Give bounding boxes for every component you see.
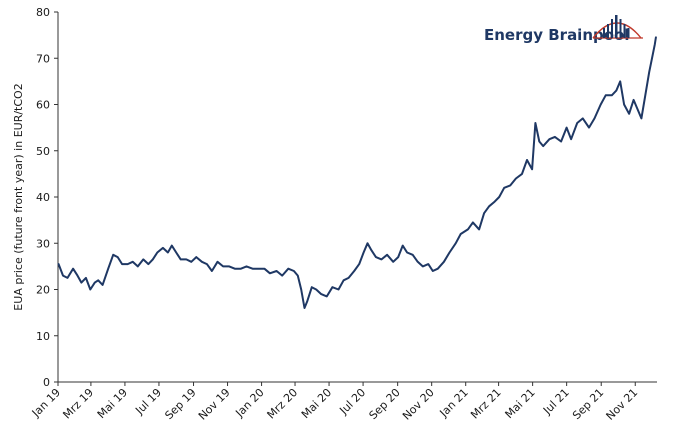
x-tick-label: Sep 21 <box>570 386 606 422</box>
y-tick-label: 0 <box>43 376 50 389</box>
y-tick-label: 50 <box>36 145 50 158</box>
x-tick-label: Nov 19 <box>196 386 233 423</box>
x-tick-label: Mai 21 <box>503 386 538 421</box>
x-tick-label: Jul 20 <box>337 386 369 418</box>
x-tick-label: Jul 19 <box>132 386 164 418</box>
x-tick-label: Sep 20 <box>367 386 403 422</box>
logo-text: Energy Brainpool <box>484 26 630 44</box>
x-tick-label: Sep 19 <box>162 386 198 422</box>
y-tick-label: 80 <box>36 6 50 19</box>
series-line-0 <box>57 36 657 309</box>
x-tick-label: Mai 20 <box>299 386 334 421</box>
x-tick-label: Mrz 19 <box>60 386 96 422</box>
x-tick-label: Nov 21 <box>604 386 641 423</box>
y-axis-ticks: 0 10 20 30 40 50 60 70 80 <box>36 6 58 389</box>
series-group <box>57 36 657 309</box>
y-tick-label: 40 <box>36 191 50 204</box>
y-tick-label: 30 <box>36 237 50 250</box>
x-tick-label: Jan 19 <box>29 386 63 420</box>
y-tick-label: 10 <box>36 330 50 343</box>
y-tick-label: 60 <box>36 99 50 112</box>
x-tick-label: Nov 20 <box>400 386 437 423</box>
logo: Energy Brainpool <box>484 15 643 44</box>
y-tick-label: 70 <box>36 52 50 65</box>
x-tick-label: Mrz 20 <box>265 386 301 422</box>
logo-mark <box>592 15 643 39</box>
x-tick-label: Jul 21 <box>540 386 572 418</box>
axes <box>57 12 657 383</box>
x-tick-label: Mai 19 <box>95 386 130 421</box>
x-tick-label: Mrz 21 <box>468 386 504 422</box>
x-tick-label: Jan 20 <box>232 386 266 420</box>
y-tick-label: 20 <box>36 284 50 297</box>
y-axis-label: EUA price (future front year) in EUR/tCO… <box>12 83 25 310</box>
x-tick-label: Jan 21 <box>437 386 471 420</box>
